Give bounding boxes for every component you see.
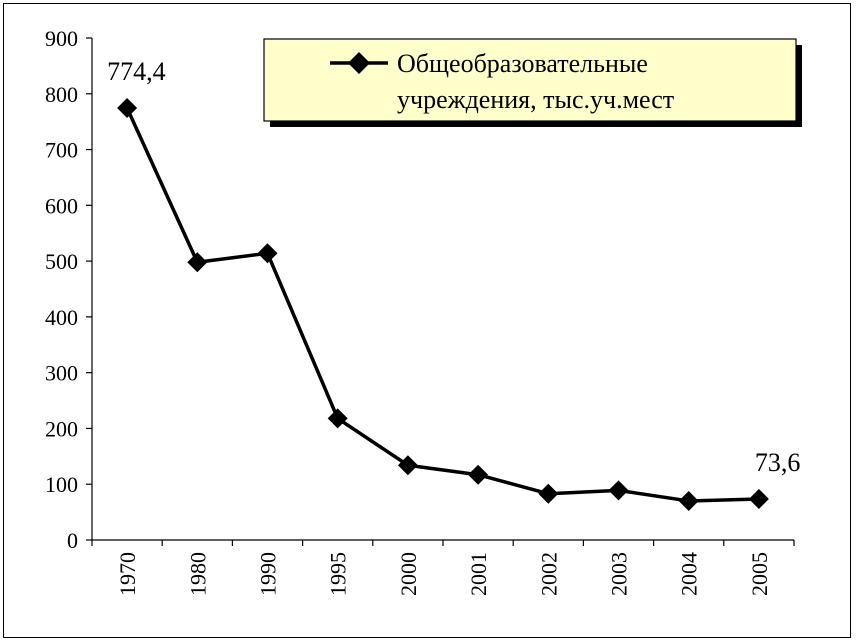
- y-tick-label: 900: [45, 26, 78, 51]
- data-point-2003: [608, 480, 629, 501]
- y-tick-label: 200: [45, 416, 78, 441]
- series-line: [125, 107, 759, 503]
- data-label-1970: 774,4: [107, 57, 166, 86]
- data-point-2000: [397, 455, 418, 476]
- x-tick-label: 2005: [747, 552, 772, 596]
- y-tick-label: 0: [67, 528, 78, 553]
- y-tick-label: 100: [45, 472, 78, 497]
- y-tick-label: 600: [45, 193, 78, 218]
- y-axis-ticks: 0 100 200 300 400 500 600 700 800 900: [45, 26, 92, 553]
- line-chart: 0 100 200 300 400 500 600 700 800 900 1970 1980 199…: [45, 26, 802, 596]
- data-point-2005: [748, 488, 769, 509]
- data-point-2004: [678, 490, 699, 511]
- data-point-2001: [468, 464, 489, 485]
- y-tick-label: 400: [45, 305, 78, 330]
- x-tick-label: 1970: [115, 552, 140, 596]
- y-tick-label: 700: [45, 138, 78, 163]
- chart-frame: 0 100 200 300 400 500 600 700 800 900 1970 1980 199…: [3, 3, 851, 638]
- legend-marker-diamond: [348, 52, 370, 74]
- data-point-1995: [327, 408, 348, 429]
- x-tick-label: 2000: [396, 552, 421, 596]
- x-tick-label: 2004: [677, 552, 702, 596]
- data-point-1970: [117, 98, 138, 119]
- data-point-2002: [538, 483, 559, 504]
- data-point-1990: [257, 243, 278, 264]
- y-tick-label: 800: [45, 82, 78, 107]
- series-layer: [117, 98, 769, 511]
- data-labels: 774,4 73,6: [107, 57, 800, 477]
- x-tick-label: 2002: [536, 552, 561, 596]
- x-tick-label: 2003: [607, 552, 632, 596]
- x-tick-label: 1990: [256, 552, 281, 596]
- legend: Общеобразовательные учреждения, тыс.уч.м…: [263, 38, 802, 127]
- legend-box: [263, 38, 797, 122]
- y-tick-label: 300: [45, 361, 78, 386]
- legend-text-line-1: Общеобразовательные: [397, 49, 648, 78]
- data-point-1980: [187, 252, 208, 273]
- x-tick-label: 1995: [326, 552, 351, 596]
- x-tick-label: 1980: [185, 552, 210, 596]
- x-tick-label: 2001: [466, 552, 491, 596]
- y-tick-label: 500: [45, 249, 78, 274]
- data-label-2005: 73,6: [755, 448, 801, 477]
- legend-text-line-2: учреждения, тыс.уч.мест: [397, 85, 674, 114]
- x-axis-ticks: 1970 1980 1990 1995 2000 2001 2002 2003 2004 2005: [91, 540, 795, 596]
